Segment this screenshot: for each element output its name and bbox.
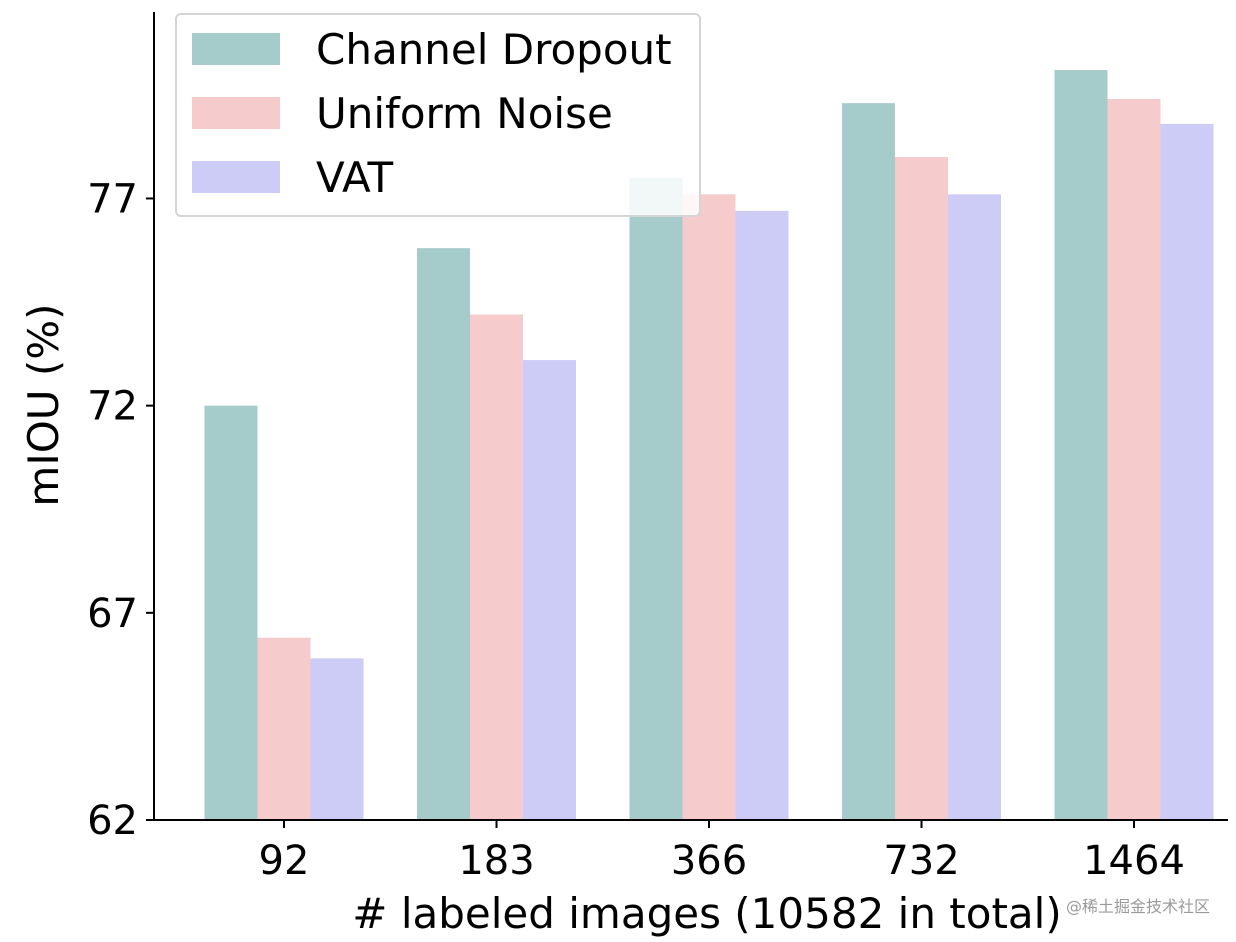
bar-vat-183 — [523, 360, 576, 820]
bar-channel-dropout-92 — [204, 405, 258, 820]
legend-swatch-channel-dropout — [192, 33, 280, 65]
x-tick-label-1464: 1464 — [1083, 838, 1185, 884]
ticks-layer: 92 183 366 732 1464 62 67 72 77 — [87, 176, 1185, 884]
legend-swatch-uniform-noise — [192, 97, 280, 129]
y-tick-label-72: 72 — [87, 384, 138, 430]
x-tick-label-732: 732 — [883, 838, 959, 884]
legend-label-uniform-noise: Uniform Noise — [316, 89, 613, 138]
bar-vat-366 — [735, 210, 789, 820]
bar-vat-732 — [948, 194, 1001, 821]
legend-label-vat: VAT — [316, 153, 394, 202]
legend-swatch-vat — [192, 161, 280, 193]
x-axis-title: # labeled images (10582 in total) — [352, 889, 1061, 938]
y-tick-label-62: 62 — [87, 798, 138, 844]
bars-layer — [204, 70, 1214, 821]
axes-layer — [153, 12, 1228, 821]
bar-vat-1464 — [1160, 123, 1214, 820]
legend: Channel Dropout Uniform Noise VAT — [175, 13, 701, 217]
bar-uniform-noise-732 — [895, 157, 948, 820]
bar-channel-dropout-183 — [417, 248, 470, 820]
bar-channel-dropout-732 — [842, 103, 895, 820]
bar-uniform-noise-92 — [257, 637, 311, 820]
bar-uniform-noise-1464 — [1107, 99, 1161, 820]
x-tick-label-366: 366 — [671, 838, 747, 884]
y-tick-label-67: 67 — [87, 591, 138, 637]
bar-channel-dropout-1464 — [1054, 70, 1108, 820]
bar-uniform-noise-366 — [682, 194, 736, 821]
watermark: @稀土掘金技术社区 — [1066, 897, 1210, 916]
y-tick-label-77: 77 — [87, 176, 138, 222]
bar-channel-dropout-366 — [629, 177, 683, 820]
y-axis-title: mIOU (%) — [19, 303, 68, 506]
legend-box — [175, 13, 701, 217]
x-tick-label-183: 183 — [458, 838, 534, 884]
x-tick-label-92: 92 — [259, 838, 310, 884]
legend-label-channel-dropout: Channel Dropout — [316, 25, 672, 74]
bar-uniform-noise-183 — [470, 314, 523, 820]
bar-vat-92 — [310, 658, 364, 820]
